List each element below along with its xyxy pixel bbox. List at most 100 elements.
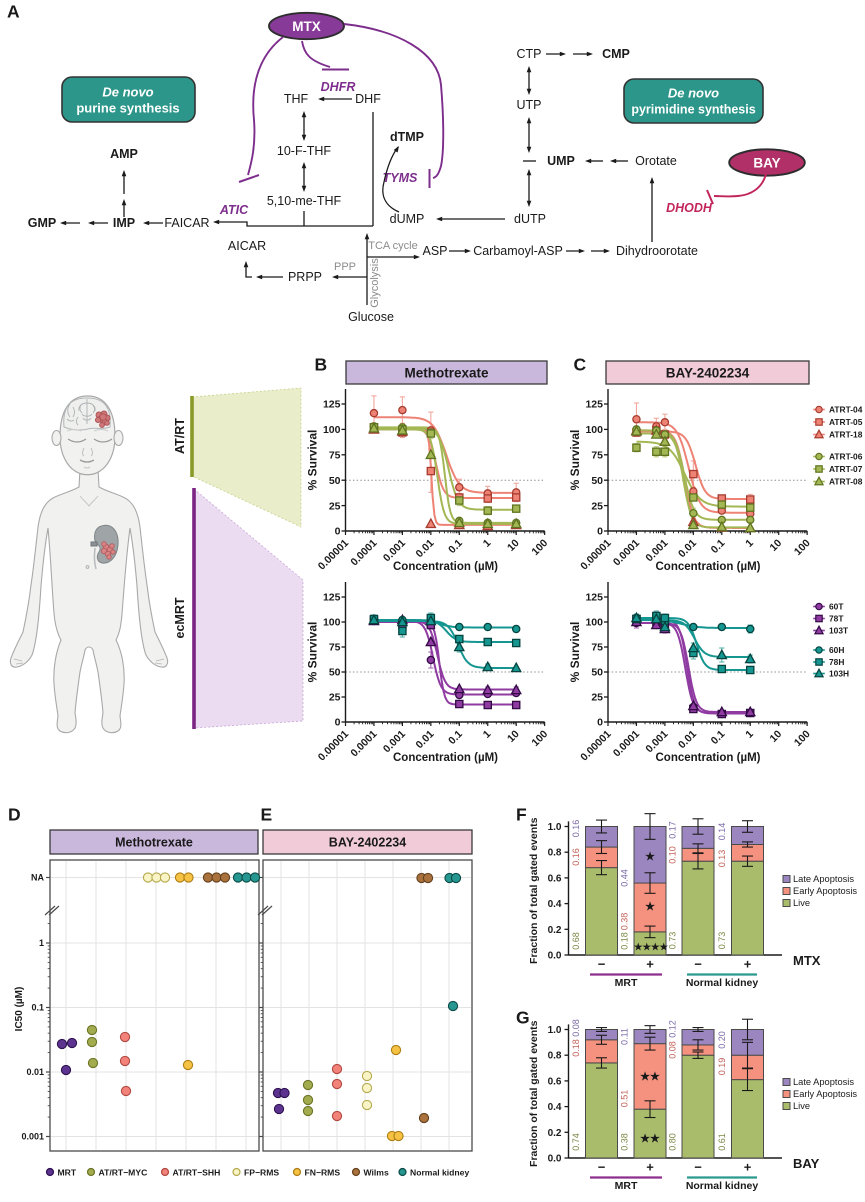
svg-text:0.16: 0.16 [571,848,581,866]
svg-text:Early Apoptosis: Early Apoptosis [793,886,857,896]
svg-text:Fraction of total gated events: Fraction of total gated events [528,817,540,964]
svg-text:60T: 60T [829,602,844,612]
svg-text:−: − [694,1160,702,1175]
svg-text:0.08: 0.08 [571,1019,581,1037]
svg-text:0.17: 0.17 [668,821,678,839]
svg-text:NA: NA [31,873,44,883]
svg-text:125: 125 [323,399,341,411]
svg-text:★: ★ [645,851,655,863]
svg-text:100: 100 [585,424,603,436]
svg-text:25: 25 [591,500,603,512]
svg-text:MTX: MTX [793,953,821,968]
svg-text:0.14: 0.14 [717,823,727,841]
svg-text:purine synthesis: purine synthesis [76,101,179,116]
svg-text:0.0: 0.0 [548,951,562,962]
svg-text:0.38: 0.38 [620,1133,630,1151]
svg-text:B: B [315,355,328,375]
svg-text:Carbamoyl-ASP: Carbamoyl-ASP [473,244,563,258]
svg-text:★★: ★★ [640,1133,660,1145]
svg-text:Glucose: Glucose [348,310,394,324]
svg-text:+: + [744,957,752,972]
svg-text:0.08: 0.08 [668,1041,678,1059]
svg-text:Glycolysis: Glycolysis [369,258,381,308]
svg-text:PPP: PPP [334,261,356,273]
svg-text:75: 75 [591,450,603,462]
svg-text:AT/RT−SHH: AT/RT−SHH [173,1167,221,1177]
svg-text:THF: THF [284,92,309,106]
svg-text:1.0: 1.0 [548,1025,562,1036]
svg-text:MTX: MTX [292,19,321,34]
svg-text:dUTP: dUTP [514,212,546,226]
svg-text:60H: 60H [829,645,844,655]
svg-text:DHODH: DHODH [666,201,713,215]
svg-text:25: 25 [329,692,341,704]
svg-text:100: 100 [323,617,341,629]
svg-text:AT/RT−MYC: AT/RT−MYC [99,1167,148,1177]
svg-text:ATIC: ATIC [219,203,249,217]
svg-text:A: A [7,2,20,22]
svg-text:25: 25 [591,692,603,704]
svg-text:50: 50 [591,475,603,487]
svg-text:DHFR: DHFR [321,80,356,94]
svg-text:0.6: 0.6 [548,1076,562,1087]
svg-text:+: + [646,957,654,972]
svg-text:Fraction of total gated events: Fraction of total gated events [528,1020,540,1167]
svg-text:103H: 103H [829,669,849,679]
svg-text:0.73: 0.73 [717,932,727,950]
svg-text:0.4: 0.4 [548,899,562,910]
svg-text:0.8: 0.8 [548,848,562,859]
svg-text:Normal kidney: Normal kidney [410,1167,469,1177]
svg-text:AMP: AMP [110,147,138,161]
svg-text:★★★★: ★★★★ [634,942,669,953]
svg-text:% Survival: % Survival [306,430,320,491]
svg-text:★: ★ [645,901,655,913]
svg-text:0.11: 0.11 [620,1028,630,1045]
svg-text:Concentration (µM): Concentration (µM) [393,752,498,764]
svg-text:TCA cycle: TCA cycle [368,240,418,252]
svg-text:BAY: BAY [793,1156,820,1171]
svg-text:1.0: 1.0 [548,822,562,833]
svg-text:0.44: 0.44 [620,869,630,887]
svg-text:dUMP: dUMP [390,212,425,226]
svg-text:0.73: 0.73 [668,932,678,950]
svg-text:FN−RMS: FN−RMS [305,1167,341,1177]
svg-text:50: 50 [329,475,341,487]
svg-text:0: 0 [335,526,341,538]
svg-text:100: 100 [323,424,341,436]
svg-text:0.1: 0.1 [31,1003,44,1013]
svg-text:0.13: 0.13 [717,850,727,868]
svg-text:BAY-2402234: BAY-2402234 [666,366,750,381]
svg-text:PRPP: PRPP [288,270,322,284]
svg-text:Normal kidney: Normal kidney [686,1180,759,1192]
svg-text:78T: 78T [829,614,844,624]
svg-text:C: C [574,355,587,375]
svg-text:0.01: 0.01 [26,1067,44,1077]
svg-text:50: 50 [329,667,341,679]
svg-text:AICAR: AICAR [228,239,266,253]
svg-text:103T: 103T [829,626,849,636]
svg-text:Methotrexate: Methotrexate [115,836,193,850]
svg-text:% Survival: % Survival [306,622,320,683]
svg-text:0.51: 0.51 [620,1090,630,1108]
svg-text:pyrimidine synthesis: pyrimidine synthesis [631,103,755,117]
svg-text:0.16: 0.16 [571,820,581,838]
svg-text:10-F-THF: 10-F-THF [277,144,332,158]
svg-text:0.12: 0.12 [668,1020,678,1038]
svg-text:ATRT-08: ATRT-08 [829,477,863,487]
svg-text:−: − [598,1160,606,1175]
svg-text:0.80: 0.80 [668,1133,678,1151]
svg-text:BAY: BAY [753,155,780,170]
svg-text:0.8: 0.8 [548,1051,562,1062]
svg-text:0.2: 0.2 [548,1128,562,1139]
svg-text:0.18: 0.18 [620,932,630,950]
svg-text:E: E [261,805,273,825]
svg-text:0.0: 0.0 [548,1154,562,1165]
svg-text:De novo: De novo [102,85,153,100]
svg-text:0.10: 0.10 [668,846,678,864]
svg-text:IMP: IMP [113,216,135,230]
svg-text:MRT: MRT [58,1167,77,1177]
svg-text:1: 1 [39,938,44,948]
svg-text:0.2: 0.2 [548,925,562,936]
svg-text:FAICAR: FAICAR [164,216,209,230]
svg-text:0: 0 [335,717,341,729]
